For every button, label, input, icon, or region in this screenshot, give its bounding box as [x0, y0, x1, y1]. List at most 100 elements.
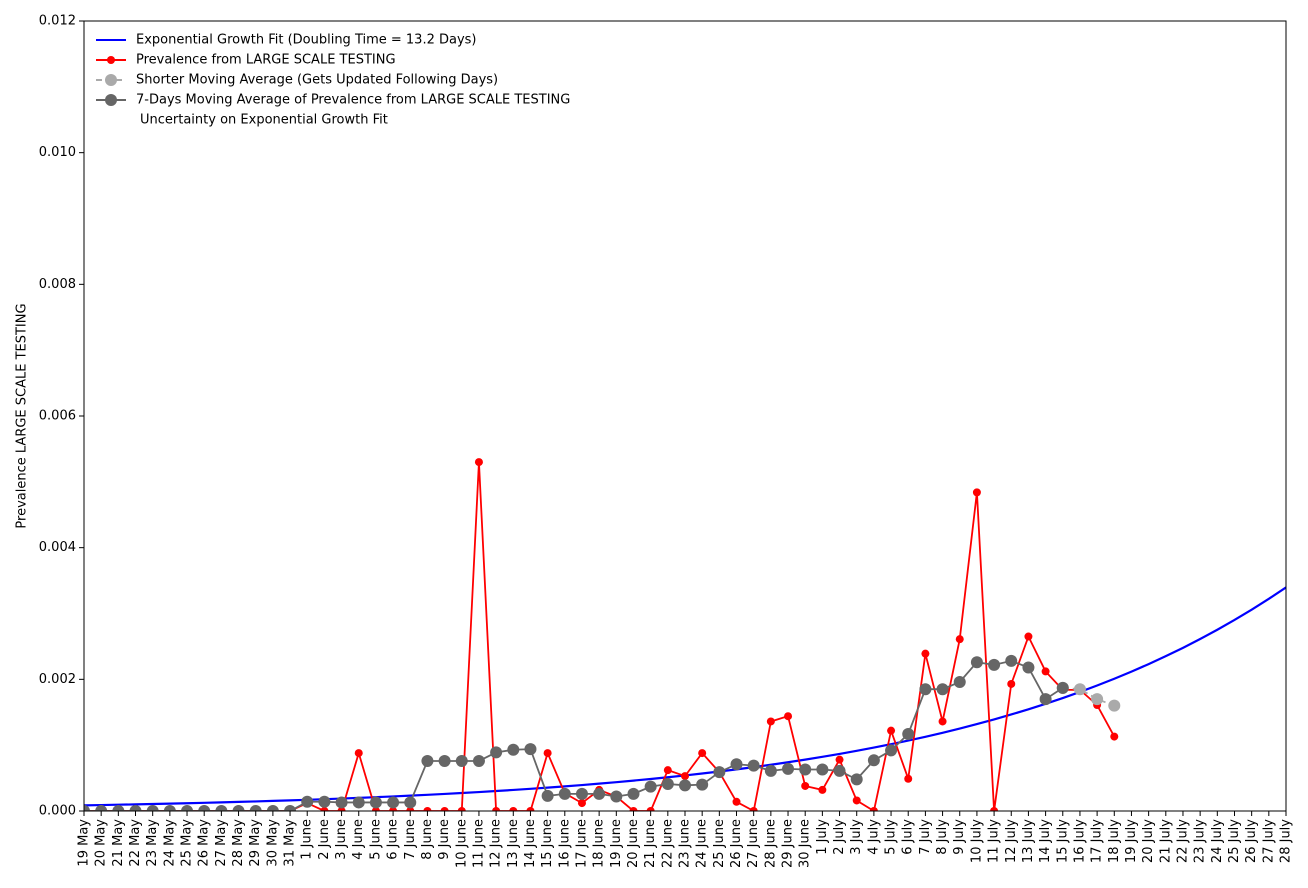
data-point	[661, 778, 674, 791]
x-tick-label: 21 June	[643, 819, 658, 868]
data-point	[524, 743, 537, 756]
data-point	[1039, 693, 1052, 706]
x-tick-label: 17 June	[574, 819, 589, 868]
data-point	[457, 807, 466, 811]
data-point	[799, 763, 812, 776]
data-point	[869, 807, 878, 811]
x-tick-label: 9 July	[952, 819, 967, 855]
data-point	[818, 785, 827, 794]
data-point	[232, 805, 245, 811]
data-point	[885, 744, 898, 757]
data-point	[852, 796, 861, 805]
x-tick-label: 27 July	[1261, 819, 1276, 863]
x-tick-label: 20 May	[94, 819, 109, 867]
data-point	[955, 635, 964, 644]
x-tick-label: 18 July	[1107, 819, 1122, 863]
x-tick-label: 16 June	[557, 819, 572, 868]
data-point	[1108, 699, 1121, 712]
data-point	[921, 649, 930, 658]
y-tick-label: 0.004	[39, 540, 76, 555]
x-tick-label: 5 June	[368, 819, 383, 860]
y-tick-label: 0.002	[39, 672, 76, 687]
data-point	[352, 796, 365, 809]
x-tick-label: 20 July	[1141, 819, 1156, 863]
data-point	[1073, 683, 1086, 696]
data-point	[766, 717, 775, 726]
data-point	[472, 754, 485, 767]
data-point	[747, 759, 760, 772]
data-point	[1041, 667, 1050, 676]
data-point	[301, 795, 314, 808]
x-tick-label: 11 June	[471, 819, 486, 868]
x-tick-label: 26 May	[197, 819, 212, 867]
x-tick-label: 26 June	[729, 819, 744, 868]
data-point	[644, 780, 657, 793]
x-tick-label: 15 June	[540, 819, 555, 868]
x-tick-label: 6 June	[386, 819, 401, 860]
data-point	[784, 712, 793, 721]
data-point	[474, 458, 483, 467]
data-point	[953, 675, 966, 688]
x-tick-label: 23 July	[1193, 819, 1208, 863]
data-point	[801, 781, 810, 790]
data-point	[509, 807, 518, 811]
data-point	[887, 726, 896, 735]
data-point	[266, 805, 279, 811]
x-tick-label: 2 June	[317, 819, 332, 860]
data-point	[249, 805, 262, 811]
data-point	[423, 807, 432, 811]
data-point	[646, 807, 655, 811]
x-tick-label: 24 June	[695, 819, 710, 868]
data-point	[575, 787, 588, 800]
data-point	[215, 805, 228, 811]
data-point	[816, 763, 829, 776]
data-point	[318, 795, 331, 808]
data-point	[320, 807, 329, 811]
x-tick-label: 8 June	[420, 819, 435, 860]
legend-marker	[105, 94, 117, 106]
data-point	[455, 754, 468, 767]
plot-area	[84, 458, 1286, 811]
x-tick-label: 23 June	[678, 819, 693, 868]
data-point	[112, 805, 125, 811]
data-point	[902, 727, 915, 740]
x-tick-label: 19 May	[77, 819, 92, 867]
data-point	[698, 749, 707, 758]
x-tick-label: 28 May	[231, 819, 246, 867]
x-tick-label: 17 July	[1090, 819, 1105, 863]
data-point	[936, 683, 949, 696]
x-tick-label: 5 July	[884, 819, 899, 855]
data-point	[577, 799, 586, 808]
data-point	[679, 779, 691, 792]
series-line	[84, 659, 1064, 811]
data-point	[713, 766, 726, 779]
x-tick-label: 26 July	[1244, 819, 1259, 863]
x-tick-label: 4 July	[866, 819, 881, 855]
y-tick-label: 0.000	[39, 804, 76, 819]
data-point	[558, 787, 571, 800]
data-point	[129, 805, 142, 811]
x-tick-label: 24 May	[162, 819, 177, 867]
data-point	[988, 658, 1001, 671]
x-tick-label: 19 June	[609, 819, 624, 868]
y-tick-label: 0.010	[39, 145, 76, 160]
legend-label: Prevalence from LARGE SCALE TESTING	[136, 53, 396, 68]
x-tick-label: 8 July	[935, 819, 950, 855]
data-point	[629, 807, 638, 811]
x-tick-label: 18 June	[592, 819, 607, 868]
x-tick-label: 12 July	[1004, 819, 1019, 863]
legend-label: Exponential Growth Fit (Doubling Time = …	[136, 33, 477, 48]
x-tick-label: 4 June	[351, 819, 366, 860]
data-point	[369, 796, 382, 809]
y-tick-label: 0.006	[39, 409, 76, 424]
x-tick-label: 30 May	[265, 819, 280, 867]
x-tick-label: 6 July	[901, 819, 916, 855]
data-point	[1110, 732, 1119, 741]
x-tick-label: 9 June	[437, 819, 452, 860]
x-tick-label: 22 July	[1175, 819, 1190, 863]
x-tick-label: 1 June	[300, 819, 315, 860]
legend-marker	[105, 74, 117, 86]
data-point	[1056, 681, 1069, 694]
data-point	[284, 805, 297, 811]
